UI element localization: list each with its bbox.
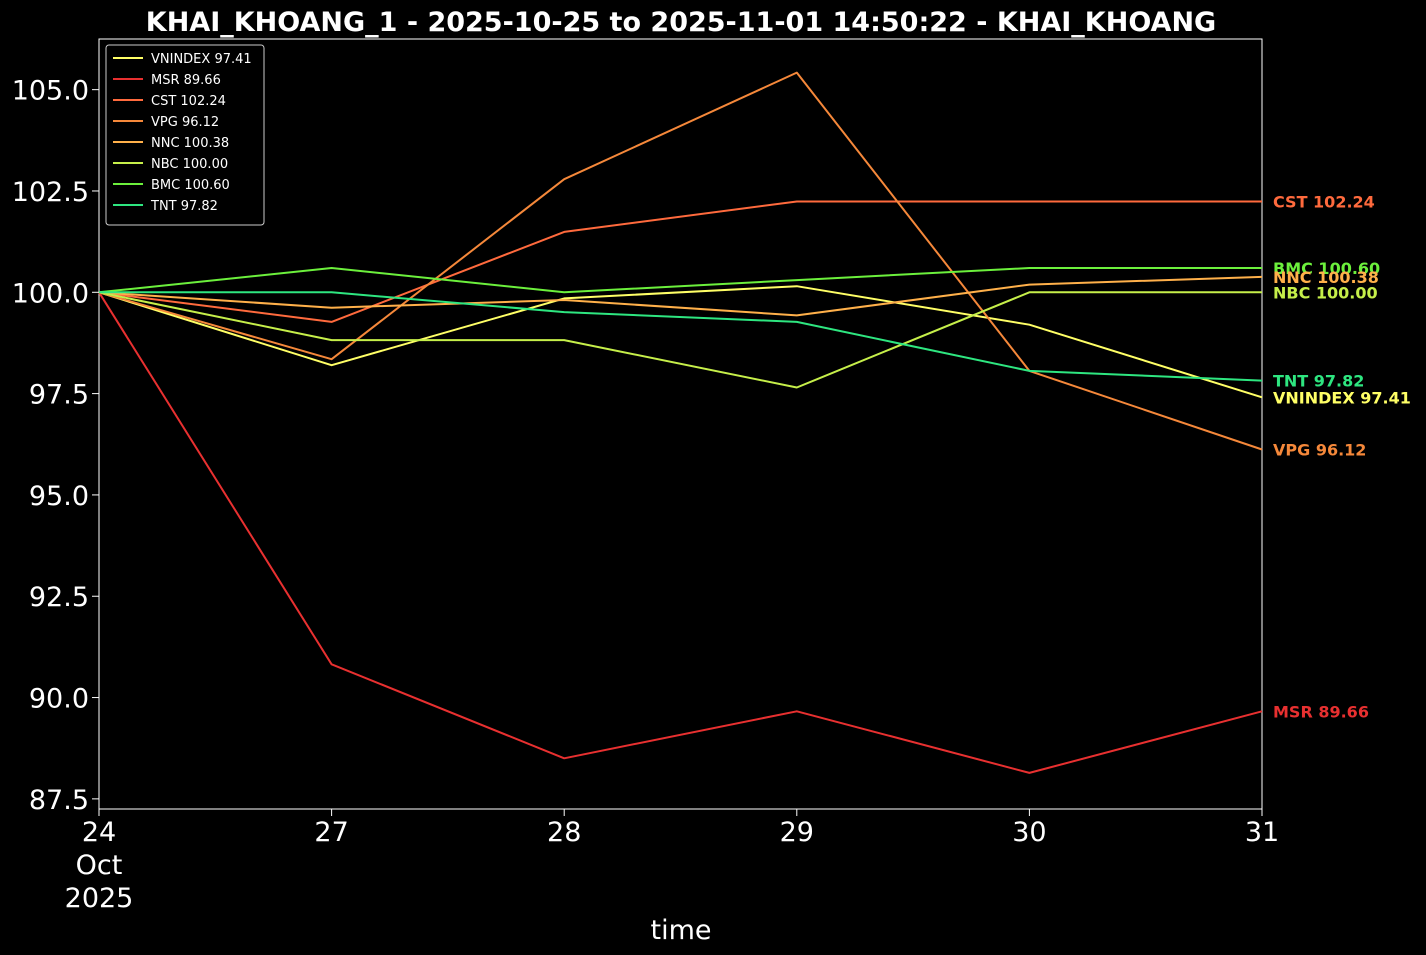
- end-label: NBC 100.00: [1273, 283, 1378, 302]
- legend-entry: MSR 89.66: [151, 73, 221, 88]
- x-tick-label: 30: [1012, 817, 1046, 848]
- y-tick-label: 90.0: [29, 684, 89, 715]
- legend-entry: VPG 96.12: [151, 115, 219, 130]
- legend-entry: BMC 100.60: [151, 178, 230, 193]
- legend-entry: CST 102.24: [151, 94, 226, 109]
- series-line: [98, 71, 1263, 451]
- y-tick-label: 105.0: [12, 76, 89, 107]
- plot-area: [98, 38, 1263, 810]
- series-line: [98, 267, 1262, 294]
- y-tick-label: 87.5: [29, 785, 89, 816]
- x-tick-label: 27: [314, 817, 348, 848]
- plot-frame: [98, 38, 1263, 810]
- y-tick-label: 95.0: [29, 481, 89, 512]
- legend-entry: NBC 100.00: [151, 157, 228, 172]
- y-tick-label: 97.5: [29, 380, 89, 411]
- y-tick-label: 100.0: [12, 278, 89, 309]
- series-line: [98, 285, 1263, 399]
- series-line: [98, 275, 1263, 317]
- series-line: [99, 291, 1263, 382]
- y-tick-label: 102.5: [12, 177, 89, 208]
- x-tick-label: 29: [780, 817, 814, 848]
- end-label: CST 102.24: [1273, 193, 1375, 212]
- series-line: [98, 200, 1262, 323]
- legend-entry: TNT 97.82: [150, 199, 218, 214]
- end-label: MSR 89.66: [1273, 702, 1369, 721]
- x-tick-label: 2025: [65, 883, 134, 914]
- chart-title: KHAI_KHOANG_1 - 2025-10-25 to 2025-11-01…: [146, 7, 1216, 38]
- y-axis: 87.5 90.0 92.5 95.0 97.5 100.0 102.5 105.0: [12, 76, 99, 816]
- end-label: TNT 97.82: [1273, 372, 1364, 391]
- end-label: VPG 96.12: [1273, 441, 1366, 460]
- x-tick-label: 24: [82, 817, 116, 848]
- end-label: VNINDEX 97.41: [1273, 388, 1411, 407]
- legend-entry: NNC 100.38: [151, 136, 229, 151]
- series-layer: [98, 71, 1263, 774]
- legend-entry: VNINDEX 97.41: [151, 52, 252, 67]
- series-line: [98, 291, 1263, 774]
- y-tick-label: 92.5: [29, 582, 89, 613]
- legend-box: [105, 44, 265, 226]
- end-label: BMC 100.60: [1273, 259, 1380, 278]
- series-line: [98, 291, 1262, 389]
- end-label: NNC 100.38: [1273, 268, 1379, 287]
- x-tick-label: 31: [1245, 817, 1279, 848]
- legend: VNINDEX 97.41 MSR 89.66 CST 102.24 VPG 96.1…: [105, 44, 265, 226]
- x-tick-label: 28: [547, 817, 581, 848]
- x-tick-label: Oct: [76, 850, 123, 881]
- x-axis-label: time: [650, 915, 711, 946]
